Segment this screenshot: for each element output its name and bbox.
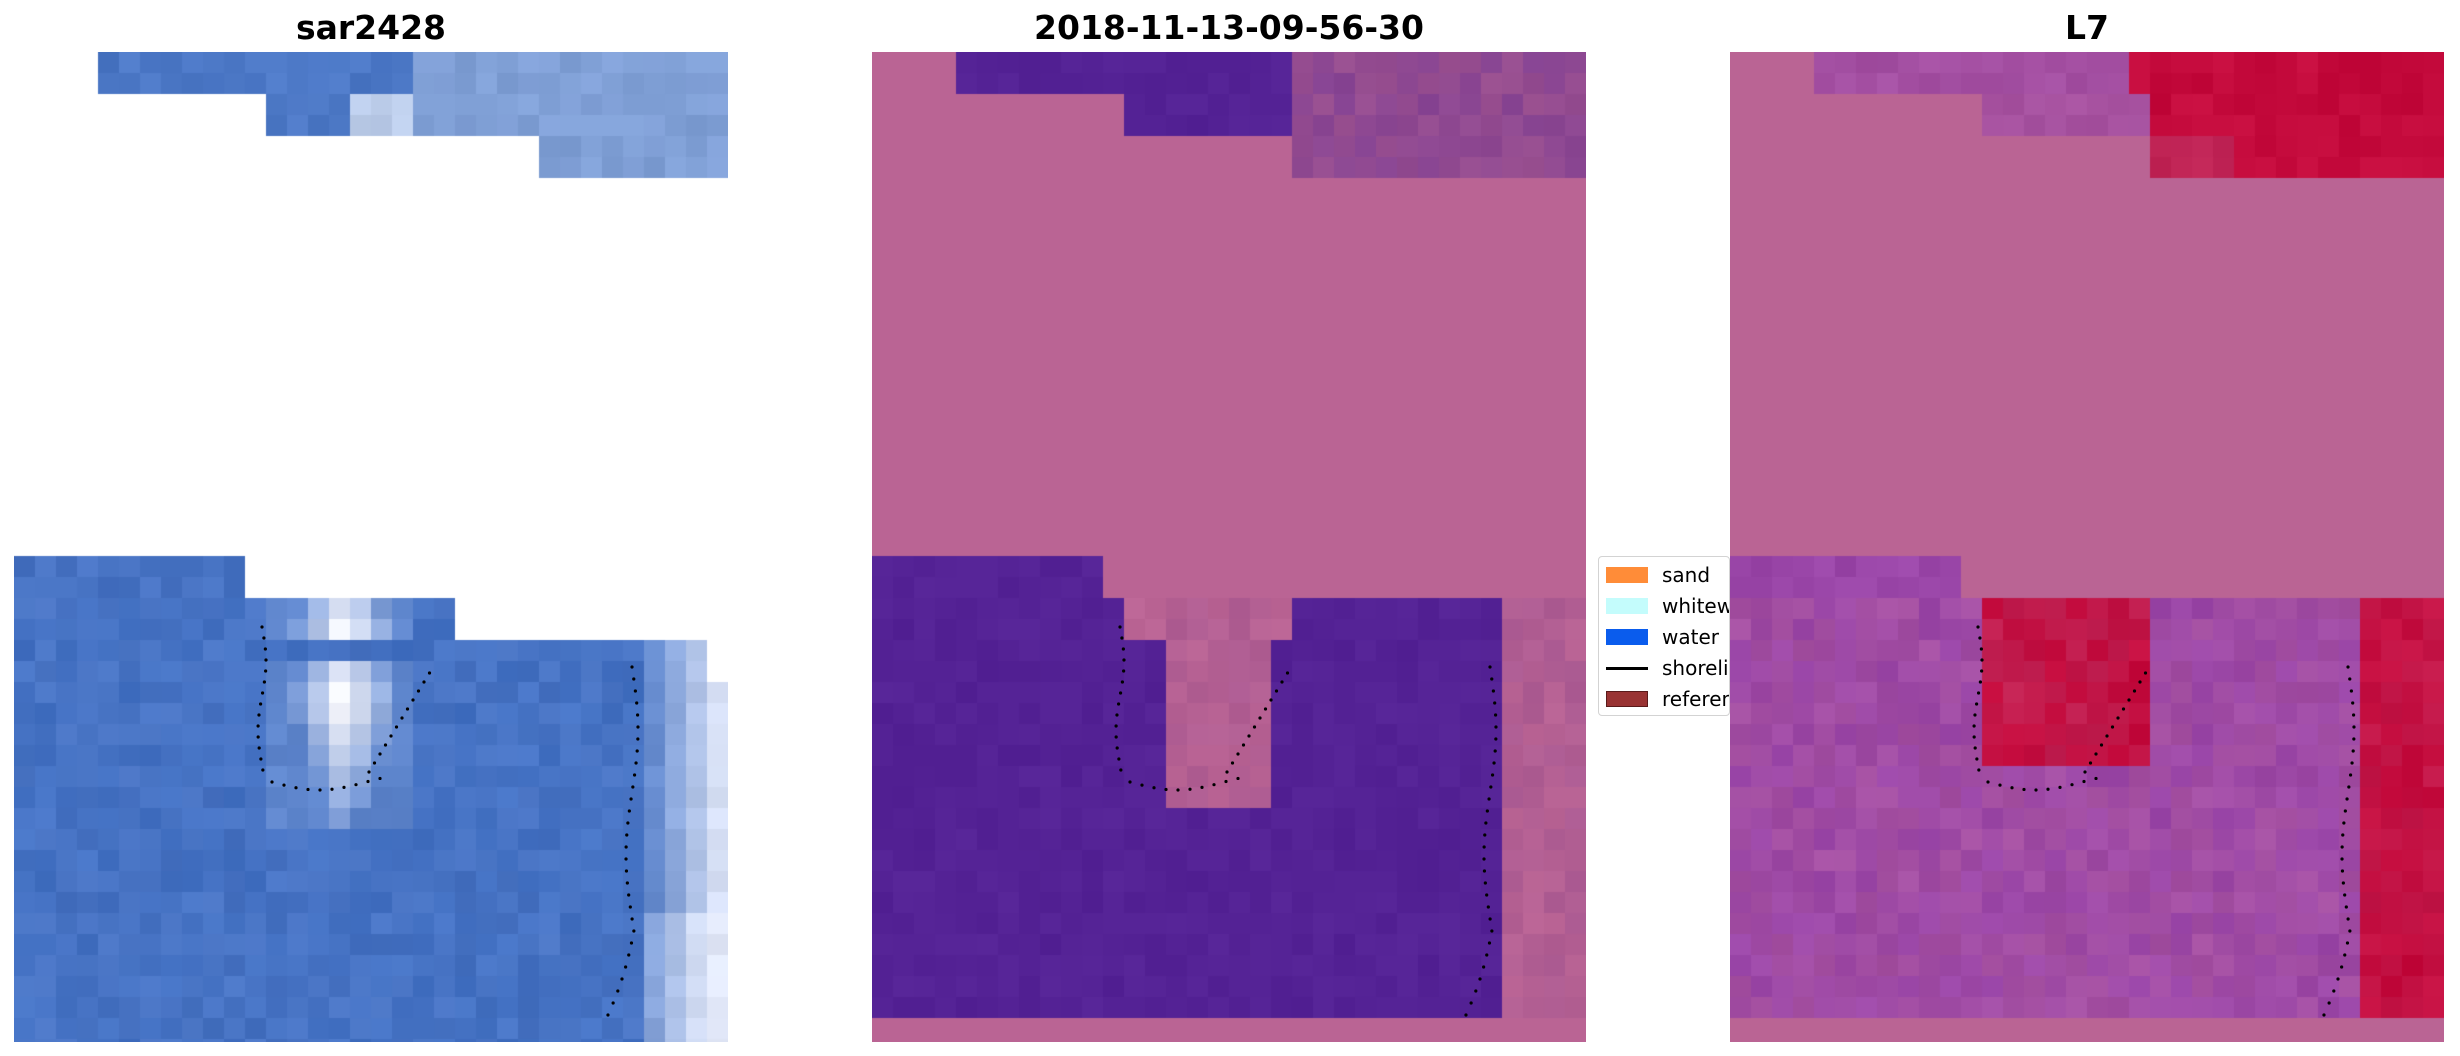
panel-title-classified: 2018-11-13-09-56-30 xyxy=(1034,8,1424,47)
legend-item-sand: sand xyxy=(1606,563,1710,587)
reference-swatch-icon xyxy=(1606,691,1648,707)
whitewater-swatch-icon xyxy=(1606,598,1648,614)
panel-title-rgb: sar2428 xyxy=(295,8,447,47)
classified-image xyxy=(872,52,1586,1042)
panel-title-mndwi: L7 xyxy=(2065,8,2109,47)
water-swatch-icon xyxy=(1606,629,1648,645)
legend-item-reference: reference xyxy=(1606,687,1729,711)
legend-label: water xyxy=(1662,625,1719,649)
legend-item-shoreline: shoreline xyxy=(1606,656,1729,680)
legend-label: sand xyxy=(1662,563,1711,587)
legend-item-water: water xyxy=(1606,625,1719,649)
sand-swatch-icon xyxy=(1606,567,1648,583)
rgb-image xyxy=(14,52,728,1042)
shoreline-line-icon xyxy=(1606,666,1648,670)
legend-label: reference xyxy=(1662,687,1729,711)
mndwi-image xyxy=(1730,52,2444,1042)
legend-label: shoreline xyxy=(1662,656,1729,680)
